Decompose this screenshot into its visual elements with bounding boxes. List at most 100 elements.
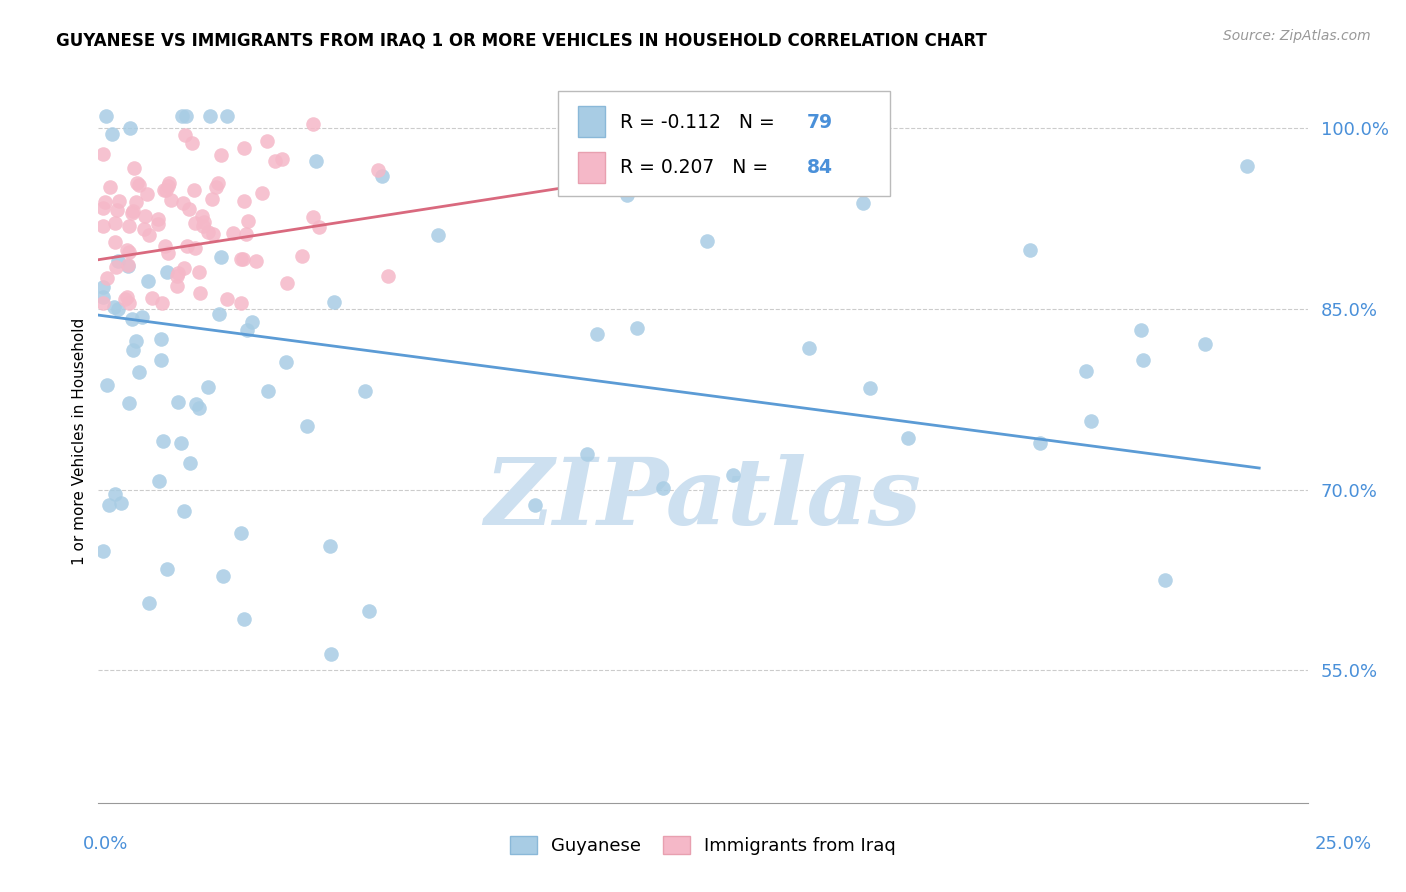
Point xyxy=(121,206,143,220)
Point xyxy=(117,259,139,273)
Point xyxy=(191,219,214,233)
Point xyxy=(110,496,132,510)
Point xyxy=(91,290,114,304)
Point xyxy=(212,569,235,583)
Point xyxy=(100,127,122,141)
Point xyxy=(121,343,143,357)
Point xyxy=(295,419,318,434)
Point xyxy=(245,253,267,268)
Point xyxy=(153,183,176,197)
Point xyxy=(124,161,146,175)
Point xyxy=(136,274,159,288)
Text: GUYANESE VS IMMIGRANTS FROM IRAQ 1 OR MORE VEHICLES IN HOUSEHOLD CORRELATION CHA: GUYANESE VS IMMIGRANTS FROM IRAQ 1 OR MO… xyxy=(56,31,987,49)
Point xyxy=(177,202,200,217)
Point xyxy=(121,204,143,219)
Point xyxy=(305,153,328,168)
Point xyxy=(183,183,205,197)
Point xyxy=(302,210,325,224)
Point xyxy=(357,603,380,617)
Point xyxy=(134,209,156,223)
Point xyxy=(202,227,225,242)
Point xyxy=(107,254,129,268)
Point xyxy=(371,169,394,183)
Point xyxy=(184,216,207,230)
Point xyxy=(170,436,193,450)
Y-axis label: 1 or more Vehicles in Household: 1 or more Vehicles in Household xyxy=(72,318,87,566)
Point xyxy=(167,267,190,281)
Point xyxy=(173,261,195,276)
Point xyxy=(191,209,214,223)
Point xyxy=(209,148,232,162)
Point xyxy=(104,235,127,250)
Point xyxy=(197,225,219,239)
Point xyxy=(193,215,215,229)
Point xyxy=(117,243,139,257)
Point xyxy=(198,110,221,124)
Point xyxy=(152,434,174,448)
Point xyxy=(197,380,219,394)
Point xyxy=(97,498,120,512)
Point xyxy=(173,504,195,518)
Point xyxy=(157,245,180,260)
Point xyxy=(107,203,129,218)
Point xyxy=(94,194,117,209)
Point xyxy=(319,539,342,553)
Point xyxy=(100,180,122,194)
Point xyxy=(150,296,173,310)
Point xyxy=(156,561,179,575)
Point xyxy=(184,397,207,411)
Point xyxy=(125,177,148,191)
FancyBboxPatch shape xyxy=(558,91,890,196)
Point xyxy=(138,596,160,610)
Point xyxy=(319,647,342,661)
Point xyxy=(174,128,197,143)
Point xyxy=(600,147,623,161)
Point xyxy=(91,296,114,310)
Point xyxy=(322,294,344,309)
Point xyxy=(176,239,198,253)
Text: 84: 84 xyxy=(807,159,832,178)
Point xyxy=(172,110,194,124)
Point xyxy=(134,222,156,236)
Point xyxy=(576,447,599,461)
Point xyxy=(160,193,183,207)
Point xyxy=(232,194,254,209)
Point xyxy=(167,395,190,409)
Point xyxy=(117,259,139,273)
Point xyxy=(233,140,256,154)
Point xyxy=(585,326,607,341)
Point xyxy=(276,276,298,290)
Point xyxy=(231,296,253,310)
Point xyxy=(146,217,169,231)
Point xyxy=(128,365,150,379)
Point xyxy=(626,320,648,334)
Point xyxy=(797,341,820,355)
Point xyxy=(103,486,125,500)
Point xyxy=(652,481,675,495)
Point xyxy=(188,401,211,415)
Text: 0.0%: 0.0% xyxy=(83,835,128,853)
Point xyxy=(179,456,201,470)
Point xyxy=(274,354,297,368)
Point xyxy=(427,228,450,243)
Point xyxy=(153,238,176,252)
Point xyxy=(184,240,207,254)
Point xyxy=(103,300,125,314)
Point xyxy=(1132,353,1154,368)
Point xyxy=(696,234,718,248)
Point xyxy=(215,110,238,124)
Point xyxy=(229,252,252,267)
Point xyxy=(104,215,127,229)
Point xyxy=(897,431,920,445)
Point xyxy=(118,120,141,135)
Point xyxy=(208,307,231,321)
Point xyxy=(148,474,170,488)
Text: Source: ZipAtlas.com: Source: ZipAtlas.com xyxy=(1223,29,1371,43)
Point xyxy=(91,147,114,161)
Point xyxy=(377,269,399,284)
Point xyxy=(188,265,211,279)
Point xyxy=(205,180,228,194)
Point xyxy=(149,352,172,367)
Point xyxy=(115,290,138,304)
Point xyxy=(91,543,114,558)
